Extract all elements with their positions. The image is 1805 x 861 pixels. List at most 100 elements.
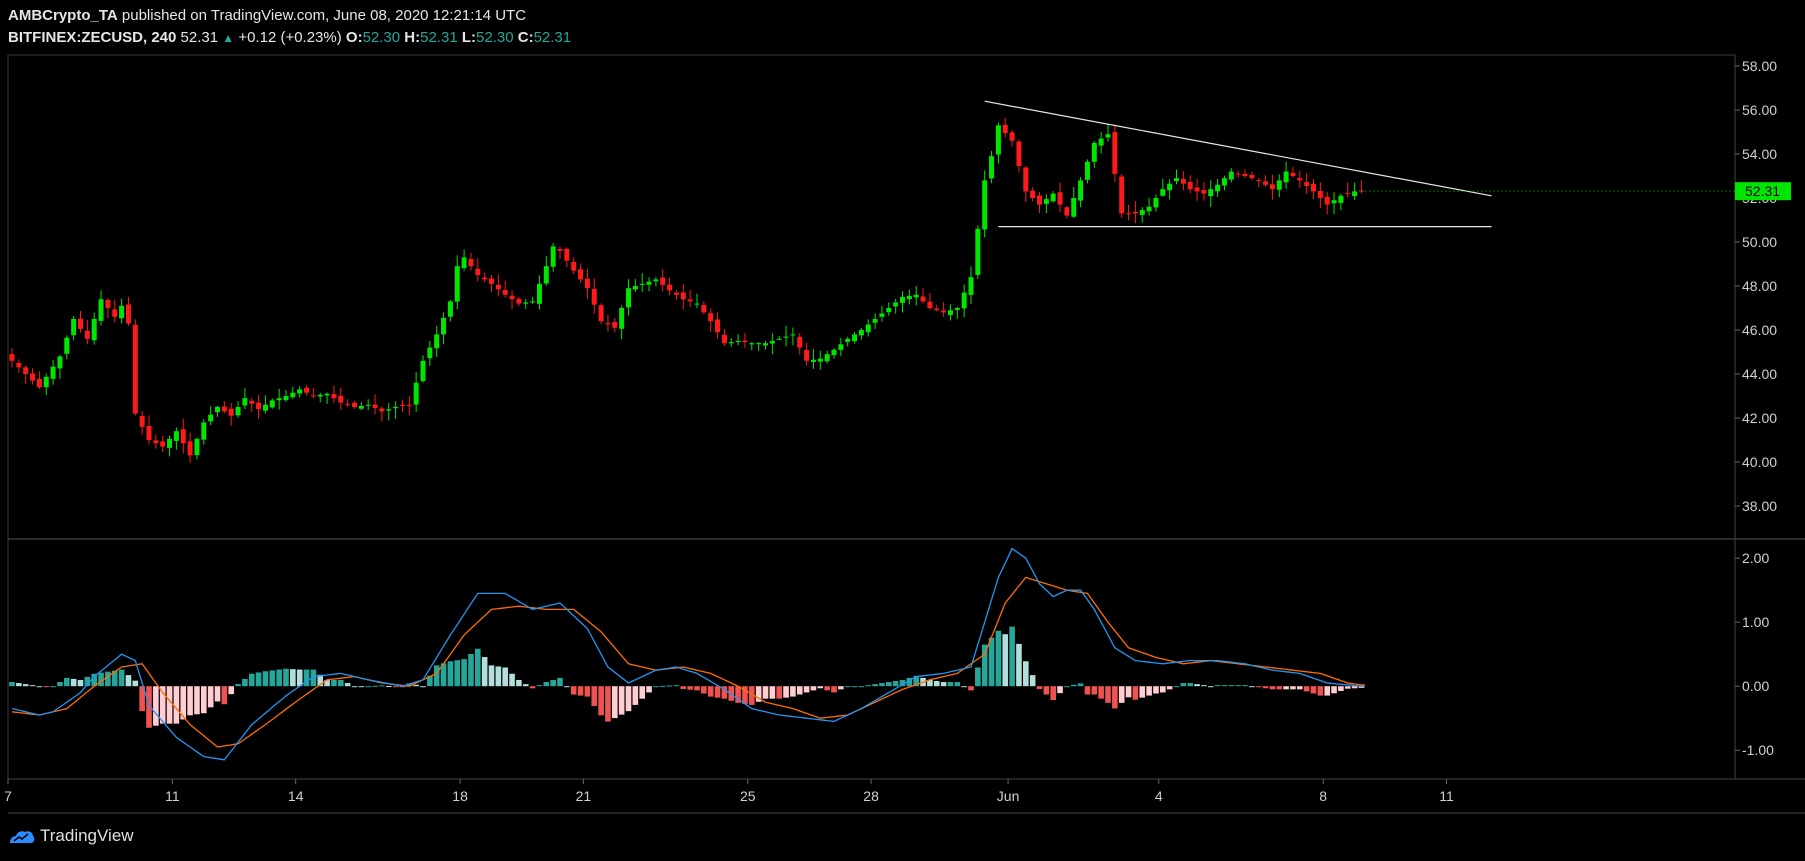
candle-body xyxy=(434,334,440,349)
candle-body xyxy=(1078,180,1084,201)
histogram-bar xyxy=(666,685,673,687)
candle-body xyxy=(1126,213,1132,215)
time-tick-label: 25 xyxy=(740,788,756,804)
histogram-bar xyxy=(1310,686,1317,694)
histogram-bar xyxy=(687,686,693,690)
histogram-bar xyxy=(790,686,796,697)
histogram-bar xyxy=(1303,686,1310,692)
candle-body xyxy=(920,296,926,302)
candle-body xyxy=(84,330,90,339)
histogram-bar xyxy=(865,685,872,687)
candle-body xyxy=(16,362,22,368)
candle-body xyxy=(619,308,625,329)
histogram-bar xyxy=(207,686,214,708)
histogram-bar xyxy=(358,686,365,688)
histogram-bar xyxy=(64,677,70,687)
candle-body xyxy=(543,266,549,284)
candle-body xyxy=(1187,181,1193,190)
candle-body xyxy=(249,400,255,404)
price-axis[interactable]: 58.0056.0054.0052.0050.0048.0046.0044.00… xyxy=(1735,58,1777,514)
candle-body xyxy=(879,313,885,317)
brand-name: TradingView xyxy=(40,826,134,845)
candle-body xyxy=(331,394,337,399)
histogram-bar xyxy=(605,686,611,722)
histogram-bar xyxy=(1064,686,1070,688)
macd-axis[interactable]: 2.00 1.00 0.00 -1.00 xyxy=(1735,550,1774,758)
histogram-bar xyxy=(105,671,111,687)
histogram-bar xyxy=(420,686,426,688)
histogram-bar xyxy=(906,677,913,687)
high-value: 52.31 xyxy=(420,29,458,46)
candle-body xyxy=(1283,171,1289,183)
histogram-bar xyxy=(317,674,324,687)
candle-body xyxy=(564,248,570,261)
candle-body xyxy=(379,408,385,412)
histogram-bar xyxy=(1255,686,1262,688)
candle-body xyxy=(1132,211,1138,214)
histogram-bar xyxy=(118,669,125,687)
candle-body xyxy=(1331,200,1337,204)
histogram-bar xyxy=(427,675,433,687)
candle-body xyxy=(228,408,234,416)
time-tick-label: 7 xyxy=(4,788,12,804)
resistance-trendline[interactable] xyxy=(984,100,1492,197)
histogram-bar xyxy=(851,686,858,688)
histogram-bar xyxy=(447,661,454,687)
candle-body xyxy=(201,422,207,440)
histogram-bar xyxy=(22,684,29,687)
time-tick-label: 11 xyxy=(1439,788,1454,804)
histogram-bar xyxy=(1132,686,1139,700)
histogram-bar xyxy=(995,630,1002,687)
candle-body xyxy=(256,402,262,410)
histogram-bar xyxy=(242,678,248,687)
candle-body xyxy=(591,288,597,305)
candle-body xyxy=(180,429,186,444)
histogram-bar xyxy=(1023,661,1029,687)
histogram-bar xyxy=(803,686,810,693)
histogram-bar xyxy=(831,686,837,693)
histogram-bar xyxy=(365,686,371,688)
histogram-bar xyxy=(762,686,769,699)
price-tick-label: 38.00 xyxy=(1742,498,1777,514)
trend-lines[interactable] xyxy=(984,100,1492,228)
low-value: 52.30 xyxy=(476,29,514,46)
candle-body xyxy=(941,310,947,313)
last-price-badge xyxy=(1735,182,1791,201)
footer-brand[interactable]: TradingView xyxy=(8,826,134,846)
histogram-bar xyxy=(1112,686,1118,709)
candle-body xyxy=(872,319,878,323)
price-tick-label: 44.00 xyxy=(1742,366,1777,382)
candle-body xyxy=(1023,167,1029,192)
candle-body xyxy=(536,283,542,304)
time-tick-label: 11 xyxy=(165,788,180,804)
candle-body xyxy=(489,278,494,284)
histogram-bar xyxy=(618,686,625,715)
candle-body xyxy=(43,376,49,388)
time-axis[interactable]: 7 11 14 18 21 25 28 Jun 4 8 11 xyxy=(4,779,1454,804)
candle-body xyxy=(680,292,686,300)
candle-body xyxy=(804,350,810,361)
candle-body xyxy=(221,406,227,412)
histogram-bar xyxy=(180,686,187,720)
candle-body xyxy=(1269,184,1275,190)
histogram-bar xyxy=(940,682,947,687)
histogram-bar xyxy=(1249,686,1255,688)
candle-body xyxy=(995,125,1001,155)
chart-frame xyxy=(7,54,1736,780)
histogram-bar xyxy=(1187,683,1193,687)
price-tick-label: 58.00 xyxy=(1742,58,1777,74)
histogram-bar xyxy=(1180,683,1187,687)
candle-body xyxy=(146,425,152,440)
histogram-bar xyxy=(810,686,817,691)
candle-body xyxy=(23,367,29,374)
candle-body xyxy=(749,343,755,345)
histogram-bar xyxy=(440,663,447,687)
histogram-bar xyxy=(468,653,474,687)
candle-body xyxy=(989,156,995,179)
histogram-bar xyxy=(344,683,351,687)
publisher-name: AMBCrypto_TA xyxy=(8,7,118,24)
histogram-bar xyxy=(276,669,282,687)
histogram-bar xyxy=(749,686,755,705)
candle-body xyxy=(968,277,974,295)
